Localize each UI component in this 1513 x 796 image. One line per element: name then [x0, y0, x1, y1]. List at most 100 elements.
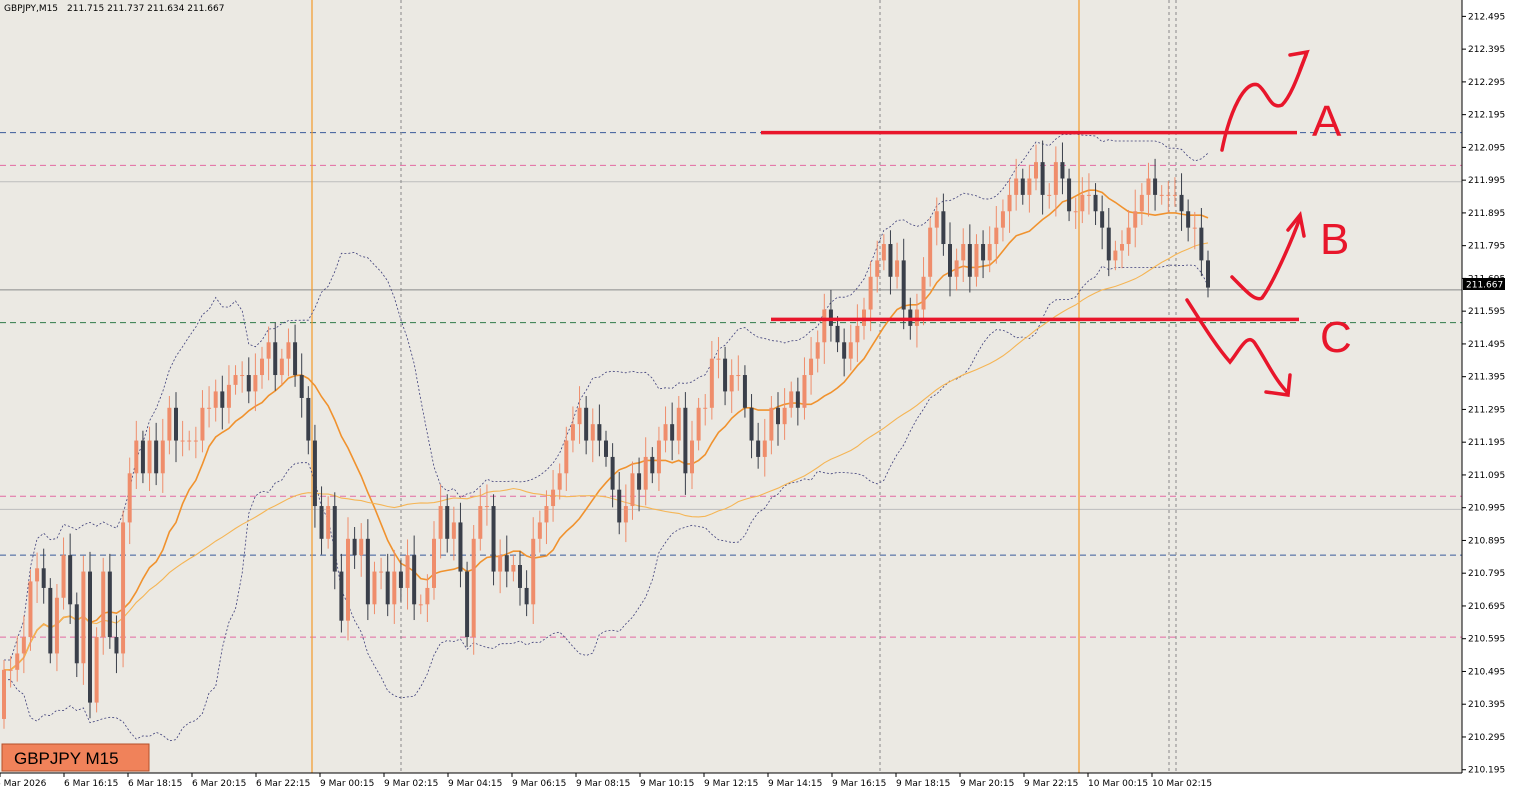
candle-body	[637, 473, 642, 490]
candle-body	[961, 244, 966, 261]
candle-body	[346, 538, 350, 621]
candle-body	[299, 375, 304, 398]
candle-body	[379, 571, 384, 573]
candle-body	[551, 489, 556, 507]
price-tick-label: 210.895	[1468, 536, 1505, 546]
candle-body	[1172, 194, 1177, 196]
candle-body	[54, 597, 59, 654]
candle-body	[1100, 211, 1105, 228]
candle-body	[1106, 227, 1111, 261]
time-axis: 6 Mar 2026 6 Mar 16:15 6 Mar 18:15 6 Mar 20…	[0, 773, 1212, 789]
candle-body	[312, 440, 317, 507]
price-tick-label: 210.395	[1468, 700, 1505, 710]
candle-body	[140, 440, 145, 474]
candle-body	[81, 571, 86, 664]
candle-body	[848, 342, 853, 359]
candle-body	[802, 375, 807, 408]
price-tick-label: 210.695	[1468, 602, 1505, 612]
candle-body	[670, 424, 675, 441]
candle-body	[742, 375, 747, 408]
candle-body	[1120, 244, 1124, 251]
time-tick-label: 9 Mar 06:15	[512, 779, 566, 789]
candle-body	[842, 342, 847, 359]
candle-body	[134, 440, 139, 474]
time-tick-label: 9 Mar 18:15	[896, 779, 950, 789]
price-tick-label: 210.495	[1468, 667, 1505, 677]
candle-body	[888, 244, 893, 277]
candle-body	[365, 538, 370, 605]
price-axis: 212.495 212.395 212.295 212.195 212.095 211.9…	[1462, 12, 1505, 776]
candle-body	[690, 440, 694, 474]
upper-band	[4, 133, 1209, 661]
time-tick-label: 6 Mar 20:15	[192, 779, 246, 789]
price-tick-label: 210.595	[1468, 635, 1505, 645]
candle-body	[412, 555, 417, 605]
candle-body	[518, 565, 522, 588]
session-separators	[311, 0, 1177, 773]
time-tick-label: 9 Mar 12:15	[704, 779, 758, 789]
candle-body	[319, 506, 324, 539]
candle-body	[564, 440, 569, 474]
candle-body	[954, 260, 959, 277]
candle-body	[974, 244, 979, 277]
arrowhead-a	[1288, 49, 1310, 72]
candle-body	[994, 227, 999, 245]
candle-body	[167, 407, 172, 441]
candle-body	[1179, 194, 1184, 212]
price-tick-label: 211.595	[1468, 307, 1505, 317]
price-tick-label: 211.295	[1468, 405, 1505, 415]
candle-body	[630, 473, 635, 507]
candle-body	[180, 440, 185, 442]
candle-body	[213, 391, 218, 408]
candle-body	[756, 440, 761, 457]
candle-body	[445, 506, 450, 539]
candle-body	[868, 276, 873, 310]
candle-body	[1007, 194, 1012, 212]
candle-body	[789, 391, 794, 408]
candle-body	[200, 407, 205, 441]
time-tick-label: 6 Mar 2026	[0, 779, 47, 789]
candle-body	[491, 506, 496, 572]
candle-body	[749, 407, 754, 441]
candle-body	[1073, 211, 1078, 213]
candle-body	[1159, 194, 1164, 196]
time-tick-label: 10 Mar 00:15	[1088, 779, 1148, 789]
candle-body	[160, 440, 165, 474]
candle-body	[1040, 162, 1045, 195]
candle-body	[220, 391, 225, 408]
candle-body	[782, 407, 787, 425]
price-tick-label: 212.095	[1468, 143, 1505, 153]
candle-body	[663, 424, 668, 441]
candle-body	[1206, 260, 1210, 288]
candle-body	[1133, 211, 1138, 228]
candle-body	[696, 407, 701, 441]
candle-body	[451, 522, 456, 539]
current-price-label: 211.667	[1466, 281, 1503, 291]
time-tick-label: 9 Mar 14:15	[768, 779, 822, 789]
candle-body	[193, 440, 198, 442]
candle-body	[928, 227, 933, 277]
candle-body	[1000, 211, 1005, 228]
candle-body	[934, 211, 939, 228]
candle-body	[822, 309, 827, 343]
candle-body	[855, 325, 860, 343]
candle-body	[154, 440, 159, 474]
price-tick-label: 210.995	[1468, 504, 1505, 514]
candle-body	[293, 342, 298, 376]
candle-body	[981, 244, 986, 261]
candle-body	[729, 375, 734, 392]
candle-body	[967, 244, 972, 277]
lower-band	[4, 264, 1209, 742]
label-c: C	[1320, 313, 1352, 362]
time-tick-label: 9 Mar 08:15	[576, 779, 630, 789]
arrowhead-c	[1264, 373, 1292, 397]
candle-body	[359, 538, 364, 556]
candle-body	[15, 653, 20, 670]
time-tick-label: 9 Mar 04:15	[448, 779, 502, 789]
candle-body	[187, 440, 192, 442]
candle-body	[762, 440, 767, 457]
candle-body	[279, 358, 284, 376]
candle-body	[405, 555, 410, 588]
